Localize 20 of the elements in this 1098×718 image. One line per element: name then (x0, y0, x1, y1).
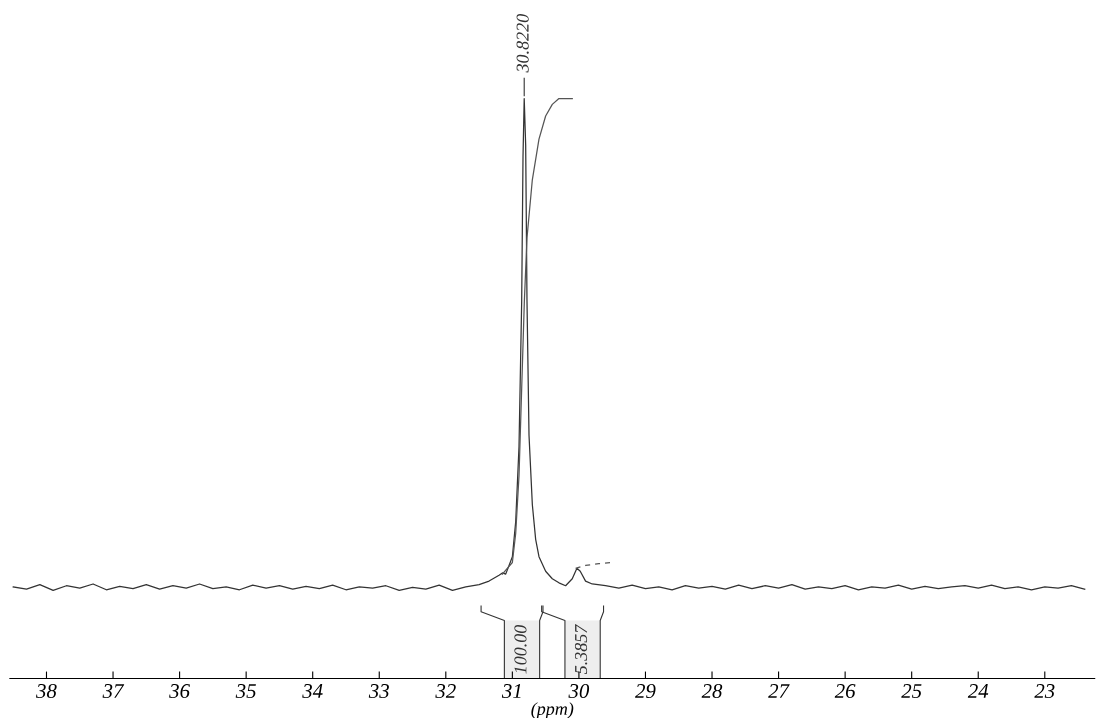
band-label: 5.3857 (574, 624, 588, 675)
x-tick-label: 36 (169, 684, 190, 699)
x-tick-label: 32 (435, 684, 456, 699)
x-tick-label: 26 (834, 684, 856, 699)
x-tick-label: 25 (901, 684, 922, 699)
x-tick-label: 23 (1034, 684, 1055, 699)
x-tick-label: 28 (701, 683, 723, 699)
x-tick-label: 29 (635, 684, 656, 699)
x-tick-label: 30 (568, 683, 590, 699)
x-tick-label: 35 (235, 684, 256, 699)
x-tick-label: 37 (102, 684, 125, 699)
x-tick-label: 38 (36, 683, 57, 699)
x-tick-label: 31 (501, 684, 521, 699)
annotation: 30.8220 (516, 14, 529, 73)
x-axis-title: (ppm) (531, 702, 574, 718)
x-tick-label: 27 (768, 684, 790, 698)
x-tick-label: 34 (302, 684, 323, 699)
x-tick-label: 33 (368, 684, 389, 699)
x-tick-label: 24 (967, 684, 989, 698)
band-label: 100.00 (514, 624, 527, 674)
